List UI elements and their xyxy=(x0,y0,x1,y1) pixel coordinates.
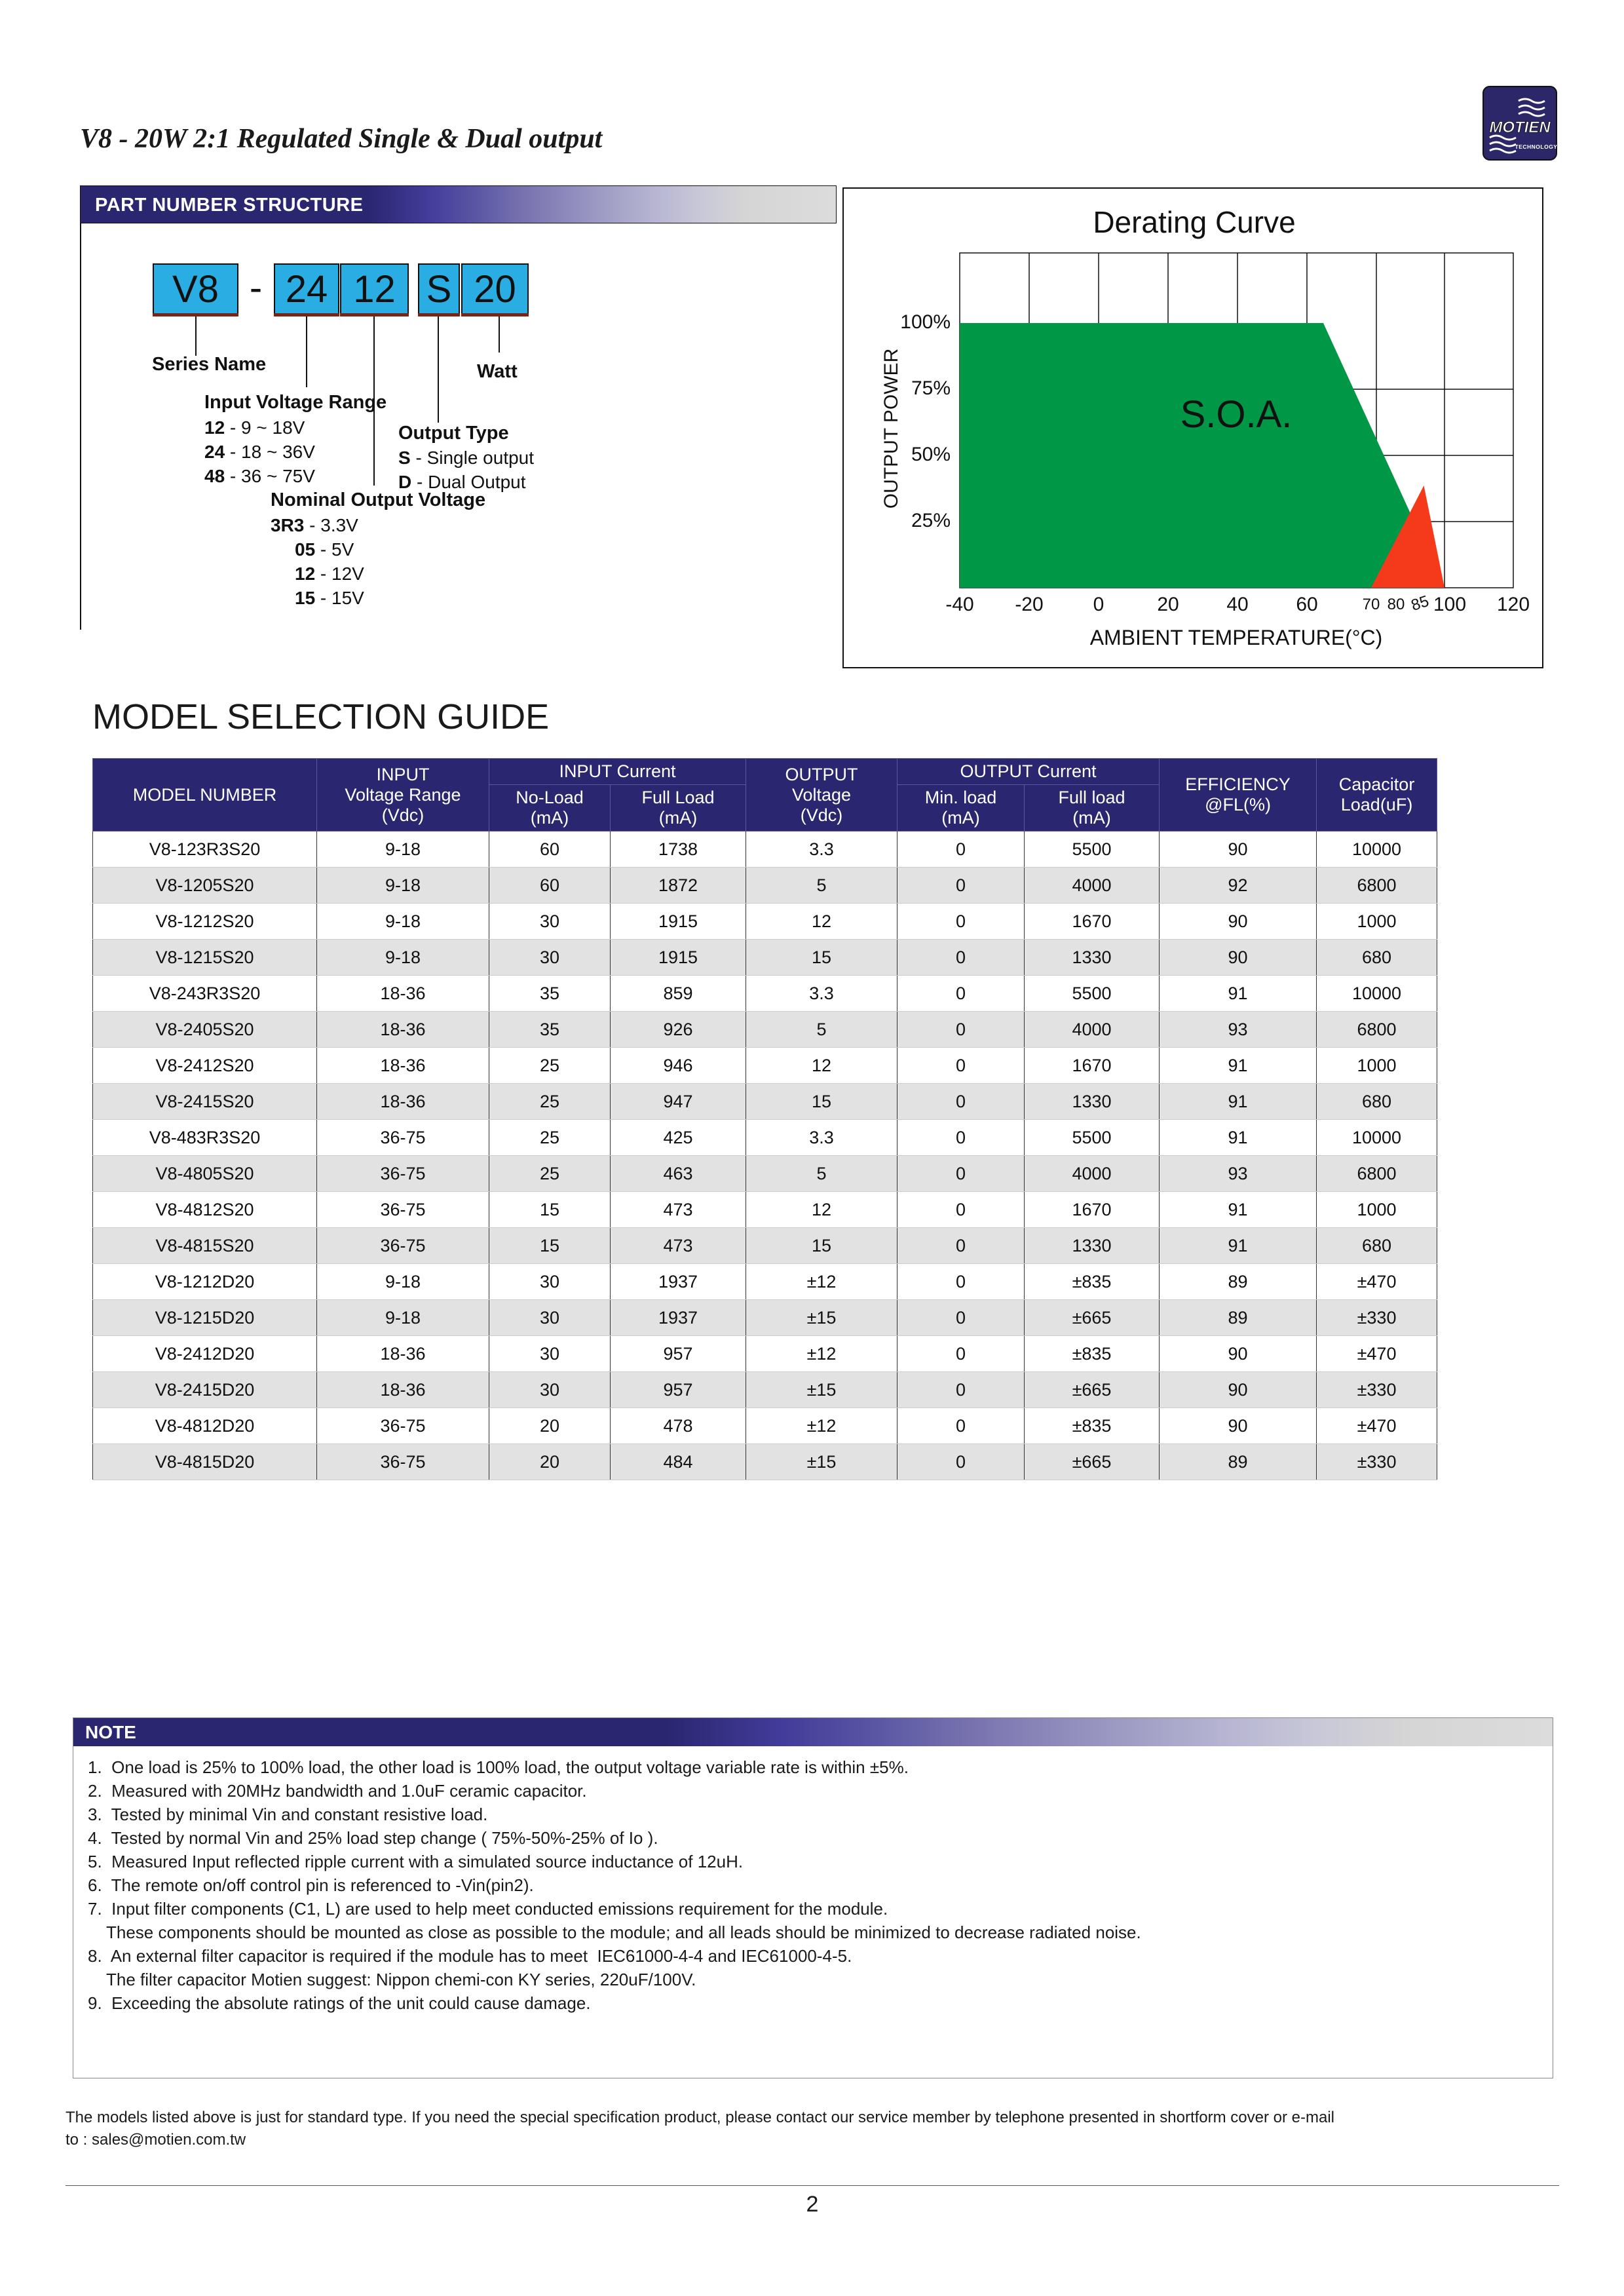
svg-text:60: 60 xyxy=(1296,594,1317,615)
svg-text:20: 20 xyxy=(1157,594,1179,615)
svg-text:TECHNOLOGY: TECHNOLOGY xyxy=(1515,144,1558,150)
svg-text:100%: 100% xyxy=(900,311,951,333)
svg-text:AMBIENT TEMPERATURE(°C): AMBIENT TEMPERATURE(°C) xyxy=(1090,626,1383,649)
svg-text:MOTIEN: MOTIEN xyxy=(1489,119,1551,136)
svg-text:50%: 50% xyxy=(911,444,951,465)
svg-text:80: 80 xyxy=(1388,596,1405,613)
svg-text:120: 120 xyxy=(1497,594,1530,615)
svg-text:85: 85 xyxy=(1409,592,1431,615)
svg-text:OUTPUT POWER: OUTPUT POWER xyxy=(880,349,902,508)
svg-text:S.O.A.: S.O.A. xyxy=(1180,393,1293,436)
svg-text:100: 100 xyxy=(1433,594,1466,615)
svg-text:-20: -20 xyxy=(1015,594,1043,615)
svg-text:Derating Curve: Derating Curve xyxy=(1093,205,1295,239)
svg-text:0: 0 xyxy=(1093,594,1105,615)
svg-text:-40: -40 xyxy=(945,594,973,615)
svg-text:70: 70 xyxy=(1363,596,1380,613)
svg-text:25%: 25% xyxy=(911,510,951,531)
svg-text:40: 40 xyxy=(1226,594,1248,615)
svg-text:75%: 75% xyxy=(911,377,951,399)
